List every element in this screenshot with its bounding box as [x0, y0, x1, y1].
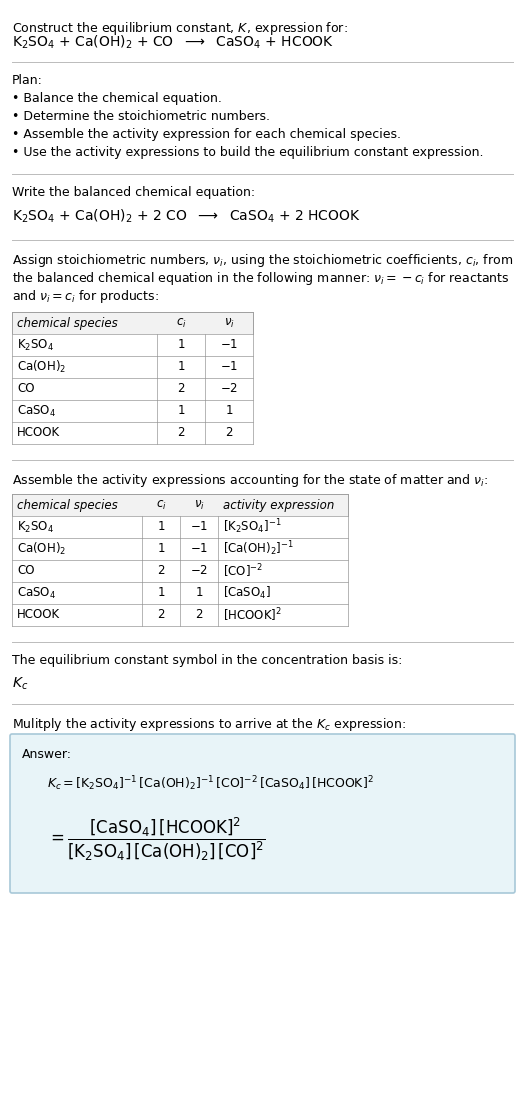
Bar [12, 516, 348, 538]
Bar [12, 604, 348, 626]
Text: 2: 2 [195, 608, 203, 622]
Text: 1: 1 [158, 520, 165, 534]
Bar [12, 378, 253, 400]
Text: $[\mathrm{CO}]^{-2}$: $[\mathrm{CO}]^{-2}$ [223, 562, 263, 580]
Text: CO: CO [17, 383, 35, 396]
Text: Write the balanced chemical equation:: Write the balanced chemical equation: [12, 186, 255, 199]
Text: $\nu_i$: $\nu_i$ [194, 498, 204, 512]
Text: $-$1: $-$1 [220, 339, 238, 352]
Text: 1: 1 [158, 586, 165, 600]
Text: Plan:: Plan: [12, 74, 43, 87]
Text: $\mathrm{Ca(OH)_2}$: $\mathrm{Ca(OH)_2}$ [17, 359, 66, 375]
Text: $[\mathrm{CaSO_4}]$: $[\mathrm{CaSO_4}]$ [223, 585, 271, 601]
Text: 1: 1 [177, 405, 185, 418]
Text: $\mathrm{K_2SO_4}$ + $\mathrm{Ca(OH)_2}$ + CO  $\longrightarrow$  $\mathrm{CaSO_: $\mathrm{K_2SO_4}$ + $\mathrm{Ca(OH)_2}$… [12, 34, 334, 52]
Text: 2: 2 [177, 427, 185, 440]
Text: $[\mathrm{K_2SO_4}]^{-1}$: $[\mathrm{K_2SO_4}]^{-1}$ [223, 518, 281, 537]
Bar [12, 312, 253, 334]
Text: $[\mathrm{Ca(OH)_2}]^{-1}$: $[\mathrm{Ca(OH)_2}]^{-1}$ [223, 540, 294, 559]
Text: 2: 2 [158, 608, 165, 622]
Text: 1: 1 [158, 542, 165, 556]
Text: $-$1: $-$1 [190, 542, 208, 556]
Text: • Determine the stoichiometric numbers.: • Determine the stoichiometric numbers. [12, 110, 270, 123]
Bar [12, 560, 348, 582]
Text: and $\nu_i = c_i$ for products:: and $\nu_i = c_i$ for products: [12, 288, 159, 305]
Text: $\mathrm{K_2SO_4}$: $\mathrm{K_2SO_4}$ [17, 338, 54, 352]
Text: $\mathrm{Ca(OH)_2}$: $\mathrm{Ca(OH)_2}$ [17, 541, 66, 557]
Bar [12, 494, 348, 516]
Text: $\mathrm{CaSO_4}$: $\mathrm{CaSO_4}$ [17, 404, 56, 418]
Bar [12, 356, 253, 378]
Text: 1: 1 [195, 586, 203, 600]
Text: $-$1: $-$1 [220, 361, 238, 374]
Text: Construct the equilibrium constant, $K$, expression for:: Construct the equilibrium constant, $K$,… [12, 20, 348, 37]
Text: the balanced chemical equation in the following manner: $\nu_i = -c_i$ for react: the balanced chemical equation in the fo… [12, 270, 509, 287]
Text: activity expression: activity expression [223, 498, 334, 512]
Text: $\mathrm{CaSO_4}$: $\mathrm{CaSO_4}$ [17, 585, 56, 601]
Text: Assign stoichiometric numbers, $\nu_i$, using the stoichiometric coefficients, $: Assign stoichiometric numbers, $\nu_i$, … [12, 252, 513, 270]
Text: $-$1: $-$1 [190, 520, 208, 534]
Text: 1: 1 [225, 405, 233, 418]
Text: 1: 1 [177, 361, 185, 374]
Text: Answer:: Answer: [22, 748, 72, 761]
Text: chemical species: chemical species [17, 317, 118, 330]
Text: The equilibrium constant symbol in the concentration basis is:: The equilibrium constant symbol in the c… [12, 654, 402, 667]
Text: $-$2: $-$2 [220, 383, 238, 396]
Text: • Use the activity expressions to build the equilibrium constant expression.: • Use the activity expressions to build … [12, 146, 484, 160]
Text: 2: 2 [158, 564, 165, 578]
Text: 2: 2 [177, 383, 185, 396]
Text: $K_c = [\mathrm{K_2SO_4}]^{-1}\,[\mathrm{Ca(OH)_2}]^{-1}\,[\mathrm{CO}]^{-2}\,[\: $K_c = [\mathrm{K_2SO_4}]^{-1}\,[\mathrm… [47, 774, 374, 793]
Text: $\nu_i$: $\nu_i$ [224, 317, 234, 330]
Text: $[\mathrm{HCOOK}]^2$: $[\mathrm{HCOOK}]^2$ [223, 606, 282, 624]
Bar [12, 400, 253, 422]
Text: $= \dfrac{[\mathrm{CaSO_4}]\,[\mathrm{HCOOK}]^2}{[\mathrm{K_2SO_4}]\,[\mathrm{Ca: $= \dfrac{[\mathrm{CaSO_4}]\,[\mathrm{HC… [47, 816, 266, 864]
Bar [12, 422, 253, 444]
Text: $c_i$: $c_i$ [155, 498, 166, 512]
Text: $\mathrm{K_2SO_4}$ + $\mathrm{Ca(OH)_2}$ + 2 CO  $\longrightarrow$  $\mathrm{CaS: $\mathrm{K_2SO_4}$ + $\mathrm{Ca(OH)_2}$… [12, 208, 361, 226]
Text: HCOOK: HCOOK [17, 608, 60, 622]
Text: HCOOK: HCOOK [17, 427, 60, 440]
Text: $-$2: $-$2 [190, 564, 208, 578]
Text: $\mathrm{K_2SO_4}$: $\mathrm{K_2SO_4}$ [17, 519, 54, 535]
Text: 2: 2 [225, 427, 233, 440]
FancyBboxPatch shape [10, 734, 515, 893]
Text: • Balance the chemical equation.: • Balance the chemical equation. [12, 92, 222, 104]
Text: $c_i$: $c_i$ [176, 317, 186, 330]
Text: Mulitply the activity expressions to arrive at the $K_c$ expression:: Mulitply the activity expressions to arr… [12, 716, 406, 733]
Text: $K_c$: $K_c$ [12, 676, 28, 692]
Text: • Assemble the activity expression for each chemical species.: • Assemble the activity expression for e… [12, 128, 401, 141]
Text: CO: CO [17, 564, 35, 578]
Bar [12, 582, 348, 604]
Bar [12, 334, 253, 356]
Bar [12, 538, 348, 560]
Text: chemical species: chemical species [17, 498, 118, 512]
Text: Assemble the activity expressions accounting for the state of matter and $\nu_i$: Assemble the activity expressions accoun… [12, 472, 488, 490]
Text: 1: 1 [177, 339, 185, 352]
